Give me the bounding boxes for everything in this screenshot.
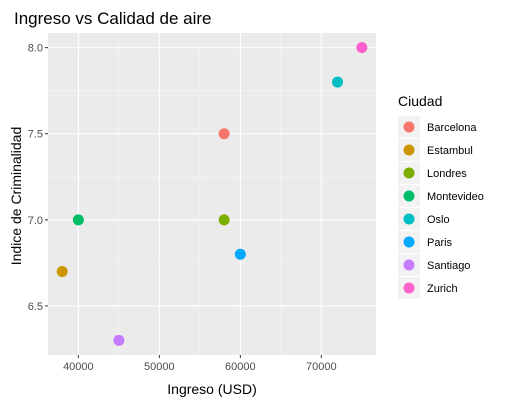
legend-label: Estambul xyxy=(427,145,473,157)
legend-marker xyxy=(403,213,415,225)
x-axis-title: Ingreso (USD) xyxy=(167,381,256,397)
y-tick-label: 6.5 xyxy=(28,301,43,313)
y-tick-label: 7.0 xyxy=(28,215,43,227)
legend-marker xyxy=(403,167,415,179)
x-tick-label: 40000 xyxy=(63,361,94,373)
legend-marker xyxy=(403,282,415,294)
point-estambul xyxy=(56,265,68,277)
legend: Ciudad Barcelona Estambul Londres Montevide… xyxy=(398,93,484,299)
legend-marker xyxy=(403,236,415,248)
point-barcelona xyxy=(218,128,230,140)
legend-marker xyxy=(403,190,415,202)
legend-label: Santiago xyxy=(427,260,470,272)
x-axis-ticks: 40000 50000 60000 70000 xyxy=(63,355,337,373)
legend-title: Ciudad xyxy=(398,93,442,109)
x-tick-label: 50000 xyxy=(144,361,175,373)
legend-marker xyxy=(403,144,415,156)
point-londres xyxy=(218,214,230,226)
y-axis-ticks: 6.5 7.0 7.5 8.0 xyxy=(28,43,48,313)
point-montevideo xyxy=(72,214,84,226)
legend-label: Londres xyxy=(427,168,467,180)
y-tick-label: 8.0 xyxy=(28,43,43,55)
data-points xyxy=(56,42,368,346)
grid-lines xyxy=(48,33,376,355)
legend-marker xyxy=(403,121,415,133)
plot-panel xyxy=(48,33,376,355)
legend-label: Montevideo xyxy=(427,191,484,203)
legend-label: Barcelona xyxy=(427,122,477,134)
legend-label: Zurich xyxy=(427,283,458,295)
point-oslo xyxy=(332,76,344,88)
y-axis-title: Indice de Criminalidad xyxy=(8,127,24,266)
point-paris xyxy=(234,248,246,260)
chart-title: Ingreso vs Calidad de aire xyxy=(14,9,212,28)
legend-label: Paris xyxy=(427,237,453,249)
point-santiago xyxy=(113,334,125,346)
legend-label: Oslo xyxy=(427,214,450,226)
point-zurich xyxy=(356,42,368,54)
legend-marker xyxy=(403,259,415,271)
y-tick-label: 7.5 xyxy=(28,129,43,141)
x-tick-label: 70000 xyxy=(306,361,337,373)
x-tick-label: 60000 xyxy=(225,361,256,373)
